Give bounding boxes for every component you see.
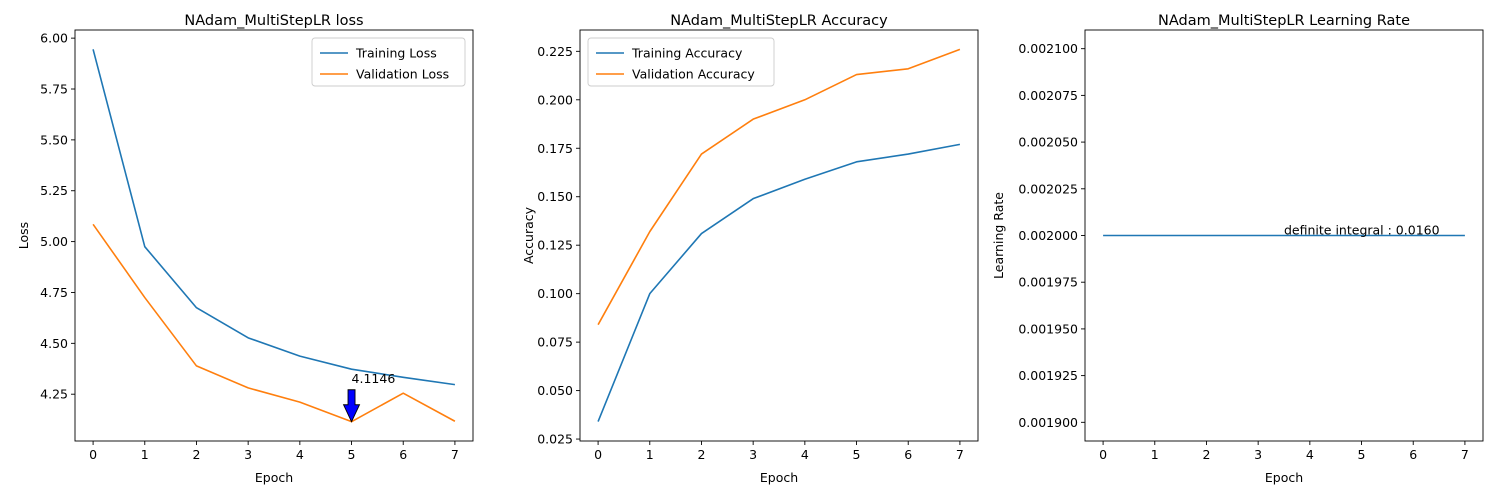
x-tick-label: 0	[594, 447, 602, 462]
x-axis-label: Epoch	[760, 470, 798, 485]
x-tick-label: 0	[1099, 447, 1107, 462]
annotation-label: 4.1146	[352, 371, 396, 386]
y-tick-label: 4.25	[40, 387, 68, 402]
y-tick-label: 0.002025	[1018, 181, 1078, 196]
x-tick-label: 4	[801, 447, 809, 462]
y-tick-label: 4.75	[40, 285, 68, 300]
series-line-2	[597, 48, 961, 326]
x-tick-label: 1	[1151, 447, 1159, 462]
y-tick-label: 0.100	[537, 286, 573, 301]
y-tick-label: 0.001925	[1018, 368, 1078, 383]
chart-panel-2: NAdam_MultiStepLR Accuracy 0 1 2 3 4 5 6 7 0.025 0…	[521, 13, 979, 485]
legend-box	[587, 37, 775, 87]
x-tick-label: 7	[1461, 447, 1469, 462]
x-tick-label: 5	[1358, 447, 1366, 462]
y-tick-label: 0.002100	[1018, 41, 1078, 56]
y-tick-label: 0.002075	[1018, 88, 1078, 103]
x-tick-label: 3	[749, 447, 757, 462]
legend-label-1: Training Accuracy	[631, 46, 743, 61]
x-tick-label: 2	[697, 447, 705, 462]
legend-label-2: Validation Loss	[356, 67, 449, 82]
y-tick-label: 0.125	[537, 238, 573, 253]
y-tick-label: 0.002050	[1018, 135, 1078, 150]
x-tick-label: 0	[89, 447, 97, 462]
chart-title: NAdam_MultiStepLR Accuracy	[670, 13, 888, 29]
y-tick-label: 4.50	[40, 336, 68, 351]
legend-label-2: Validation Accuracy	[632, 67, 755, 82]
series-line-1	[92, 49, 456, 386]
y-tick-label: 0.050	[537, 383, 573, 398]
series-line-2	[92, 223, 456, 423]
legend-label-1: Training Loss	[355, 46, 437, 61]
x-tick-label: 1	[646, 447, 654, 462]
y-tick-label: 0.075	[537, 335, 573, 350]
chart-title: NAdam_MultiStepLR Learning Rate	[1158, 13, 1410, 29]
series-line-1	[597, 143, 961, 422]
x-tick-label: 4	[296, 447, 304, 462]
x-tick-label: 6	[1409, 447, 1417, 462]
y-tick-label: 5.75	[40, 82, 68, 97]
x-axis-label: Epoch	[255, 470, 293, 485]
x-tick-label: 3	[1254, 447, 1262, 462]
y-axis-label: Learning Rate	[991, 192, 1006, 279]
chart-panel-3: NAdam_MultiStepLR Learning Rate 0 1 2 3 4 5 6 7 0…	[991, 13, 1484, 485]
y-tick-label: 0.225	[537, 44, 573, 59]
x-tick-label: 2	[1202, 447, 1210, 462]
x-tick-label: 5	[853, 447, 861, 462]
annotation-label: definite integral : 0.0160	[1284, 223, 1440, 238]
legend: Training Loss Validation Loss	[311, 37, 466, 87]
x-tick-label: 3	[244, 447, 252, 462]
y-tick-label: 0.002000	[1018, 228, 1078, 243]
legend: Training Accuracy Validation Accuracy	[587, 37, 775, 87]
x-tick-label: 2	[192, 447, 200, 462]
y-tick-label: 0.001900	[1018, 415, 1078, 430]
x-tick-label: 7	[451, 447, 459, 462]
x-tick-label: 6	[904, 447, 912, 462]
y-axis-label: Accuracy	[521, 206, 536, 264]
y-tick-label: 0.175	[537, 141, 573, 156]
y-tick-label: 0.025	[537, 432, 573, 447]
chart-panel-1: NAdam_MultiStepLR loss 0 1 2 3 4 5 6 7 4.25 4.50 4.…	[16, 13, 474, 485]
y-tick-label: 0.200	[537, 92, 573, 107]
x-tick-label: 4	[1306, 447, 1314, 462]
y-tick-label: 5.50	[40, 132, 68, 147]
y-tick-label: 5.25	[40, 183, 68, 198]
y-tick-label: 6.00	[40, 31, 68, 46]
annotation-arrow	[342, 389, 361, 423]
x-tick-label: 7	[956, 447, 964, 462]
legend-box	[311, 37, 466, 87]
y-tick-label: 0.001975	[1018, 275, 1078, 290]
y-axis-label: Loss	[16, 222, 31, 249]
y-tick-label: 0.150	[537, 189, 573, 204]
x-tick-label: 1	[141, 447, 149, 462]
x-tick-label: 6	[399, 447, 407, 462]
y-tick-label: 5.00	[40, 234, 68, 249]
plot-frame	[579, 29, 979, 442]
plot-frame	[74, 29, 474, 442]
y-tick-label: 0.001950	[1018, 321, 1078, 336]
x-tick-label: 5	[348, 447, 356, 462]
x-axis-label: Epoch	[1265, 470, 1303, 485]
chart-title: NAdam_MultiStepLR loss	[184, 13, 363, 29]
